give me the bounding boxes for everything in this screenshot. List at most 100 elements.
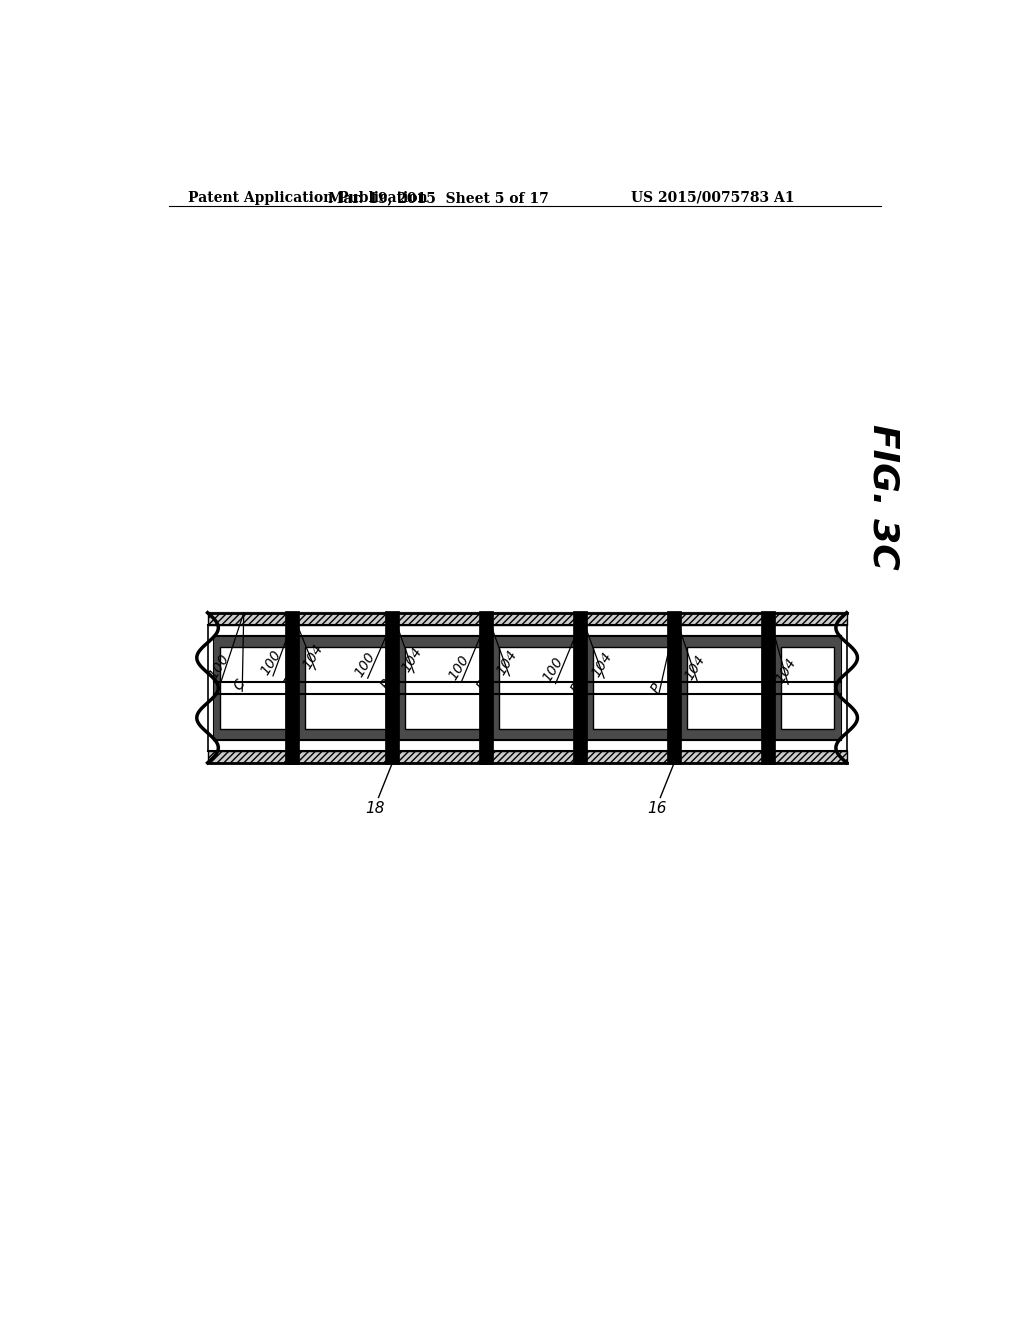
Point [772, 614, 788, 635]
Point [441, 739, 458, 760]
Text: 100: 100 [206, 652, 232, 682]
Point [691, 741, 708, 762]
Point [790, 742, 806, 763]
Point [347, 615, 364, 636]
Point [262, 742, 279, 763]
Bar [479, 611, 494, 764]
Point [232, 615, 249, 636]
Bar [687, 647, 762, 729]
Point [655, 739, 672, 760]
Bar [214, 636, 292, 739]
Point [581, 616, 597, 638]
Point [520, 612, 537, 634]
Text: 100: 100 [352, 649, 379, 680]
Bar [208, 751, 847, 763]
Point [309, 741, 326, 762]
Point [797, 738, 813, 759]
Point [806, 615, 822, 636]
Point [656, 741, 673, 762]
Point [719, 616, 735, 638]
Point [229, 614, 246, 635]
Point [825, 615, 842, 636]
Point [662, 612, 678, 634]
Point [452, 614, 468, 635]
Point [555, 612, 571, 634]
Bar [399, 636, 486, 739]
Point [820, 741, 837, 762]
Text: 104: 104 [589, 649, 614, 680]
Point [395, 615, 412, 636]
Point [674, 739, 690, 760]
Point [300, 739, 316, 760]
Point [799, 614, 815, 635]
Point [610, 616, 627, 638]
Point [588, 614, 604, 635]
Point [583, 738, 599, 759]
Point [734, 742, 751, 763]
Point [804, 616, 820, 638]
Point [322, 738, 338, 759]
Bar [775, 636, 841, 739]
Point [797, 612, 813, 634]
Point [831, 742, 848, 763]
Bar [587, 636, 674, 739]
Point [739, 615, 756, 636]
Point [578, 614, 594, 635]
Point [529, 738, 546, 759]
Point [628, 614, 644, 635]
Point [362, 739, 379, 760]
Text: P: P [474, 678, 490, 693]
Point [514, 612, 530, 634]
Point [236, 616, 252, 638]
Point [435, 615, 452, 636]
Point [547, 741, 563, 762]
Point [554, 742, 570, 763]
Point [690, 616, 707, 638]
Point [504, 742, 520, 763]
Point [826, 741, 843, 762]
Point [664, 612, 680, 634]
Point [473, 741, 489, 762]
Point [639, 741, 655, 762]
Point [330, 614, 346, 635]
Point [811, 741, 827, 762]
Point [441, 739, 458, 760]
Point [811, 612, 827, 634]
Point [749, 614, 765, 635]
Point [465, 738, 481, 759]
Text: 104: 104 [300, 642, 326, 671]
Point [218, 612, 234, 634]
Point [437, 616, 454, 638]
Point [305, 615, 322, 636]
Point [303, 739, 319, 760]
Point [653, 616, 670, 638]
Point [647, 614, 664, 635]
Point [675, 615, 691, 636]
Point [675, 741, 691, 762]
Point [808, 742, 824, 763]
Point [208, 615, 224, 636]
Text: Mar. 19, 2015  Sheet 5 of 17: Mar. 19, 2015 Sheet 5 of 17 [328, 191, 549, 205]
Point [409, 615, 425, 636]
Point [288, 742, 304, 763]
Point [408, 616, 424, 638]
Point [647, 741, 664, 762]
Point [321, 616, 337, 638]
Point [252, 612, 268, 634]
Point [476, 738, 493, 759]
Point [262, 614, 279, 635]
Point [295, 616, 311, 638]
Point [294, 739, 310, 760]
Point [495, 738, 511, 759]
Point [216, 616, 232, 638]
Point [517, 615, 534, 636]
Point [250, 615, 266, 636]
Point [590, 616, 606, 638]
Point [486, 741, 503, 762]
Point [552, 741, 568, 762]
Point [608, 742, 625, 763]
Point [603, 616, 620, 638]
Point [553, 741, 569, 762]
Point [456, 742, 472, 763]
Point [603, 612, 620, 634]
